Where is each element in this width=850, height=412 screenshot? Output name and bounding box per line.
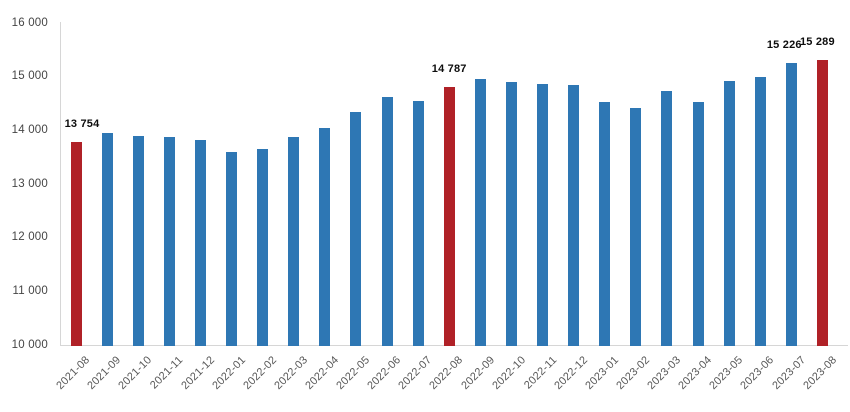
x-axis-tick-label: 2022-04: [303, 354, 342, 393]
bar-value-label: 15 289: [799, 35, 835, 48]
y-axis-tick-label: 12 000: [11, 231, 48, 244]
bar-2022-07: [412, 100, 424, 346]
y-axis-tick-label: 13 000: [11, 177, 48, 190]
bar-2022-03: [288, 136, 300, 346]
x-axis-tick-label: 2022-06: [365, 354, 404, 393]
x-axis-tick-label: 2021-08: [54, 354, 93, 393]
bar-2021-09: [101, 133, 113, 346]
x-axis-tick-label: 2021-11: [148, 354, 186, 392]
x-axis-tick-label: 2023-02: [614, 354, 653, 393]
bar-2023-07: [785, 63, 797, 346]
x-axis-tick-label: 2022-07: [396, 354, 435, 393]
y-axis-tick-label: 11 000: [12, 284, 48, 297]
y-axis-line: [60, 21, 61, 346]
bar-2022-02: [257, 149, 269, 346]
bar-2023-05: [723, 80, 735, 346]
bar-value-label: 13 754: [64, 118, 100, 131]
bar-2022-10: [505, 81, 517, 346]
bar-2021-10: [132, 135, 144, 346]
x-axis-tick-label: 2023-08: [800, 354, 839, 393]
bar-2023-03: [661, 90, 673, 346]
x-axis-tick-label: 2023-06: [738, 354, 777, 393]
bar-2021-11: [163, 137, 175, 346]
x-axis-tick-label: 2022-02: [241, 354, 280, 393]
bar-2022-05: [350, 112, 362, 346]
x-axis-tick-label: 2022-11: [521, 354, 559, 392]
x-axis-tick-label: 2022-03: [272, 354, 311, 393]
bar-2022-09: [474, 79, 486, 346]
x-axis-tick-label: 2023-04: [676, 354, 715, 393]
x-axis-tick-label: 2021-12: [178, 354, 217, 393]
bar-2022-08: [443, 86, 455, 346]
x-axis-tick-label: 2022-05: [334, 354, 373, 393]
bar-2021-08: [70, 142, 82, 346]
bar-value-label: 15 226: [766, 39, 802, 52]
x-axis-tick-label: 2021-10: [116, 354, 155, 393]
x-axis-tick-label: 2021-09: [85, 354, 124, 393]
bar-2022-01: [226, 151, 237, 346]
x-axis-tick-label: 2022-01: [209, 354, 248, 393]
x-axis-tick-label: 2023-05: [707, 354, 746, 393]
bar-2022-12: [568, 85, 580, 346]
bar-2023-04: [692, 102, 704, 346]
bar-2023-02: [630, 107, 642, 346]
y-axis-tick-label: 16 000: [11, 16, 48, 29]
y-axis-tick-label: 15 000: [11, 70, 48, 83]
bar-2023-08: [816, 59, 828, 346]
x-axis-tick-label: 2022-10: [489, 354, 528, 393]
x-axis-tick-label: 2022-12: [552, 354, 591, 393]
bar-2023-06: [754, 77, 766, 346]
x-axis-tick-label: 2023-07: [769, 354, 808, 393]
bar-2022-04: [319, 128, 331, 346]
y-axis-tick-label: 10 000: [11, 338, 48, 351]
bar-value-label: 14 787: [431, 62, 467, 75]
bar-2022-11: [537, 84, 548, 346]
x-axis-tick-label: 2023-03: [645, 354, 684, 393]
x-axis-tick-label: 2023-01: [583, 354, 622, 393]
x-axis-tick-label: 2022-09: [458, 354, 497, 393]
bar-2021-12: [194, 140, 206, 346]
x-axis-tick-label: 2022-08: [427, 354, 466, 393]
y-axis-tick-label: 14 000: [11, 123, 48, 136]
bar-2022-06: [381, 96, 393, 346]
bar-2023-01: [599, 102, 611, 346]
